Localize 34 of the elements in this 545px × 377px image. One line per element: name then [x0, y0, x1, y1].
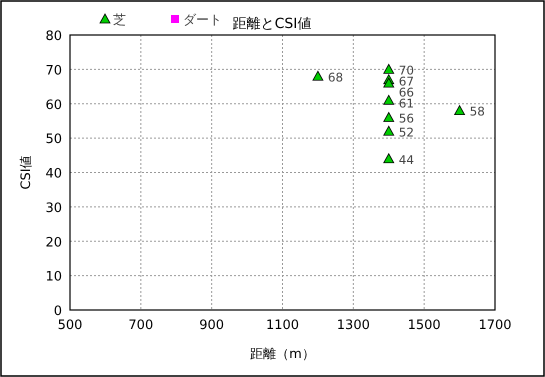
x-tick-label: 1700 — [478, 318, 512, 333]
point — [383, 112, 394, 122]
x-axis-title: 距離（m） — [250, 347, 315, 362]
x-tick-label: 500 — [58, 318, 82, 333]
point — [383, 64, 394, 74]
point — [383, 153, 394, 164]
y-tick-label: 20 — [45, 235, 62, 250]
y-tick-label: 30 — [45, 200, 62, 216]
data-label: 56 — [398, 112, 414, 126]
x-tick-label: 1100 — [266, 318, 300, 333]
y-tick-label: 0 — [54, 304, 62, 319]
data-label: 58 — [470, 104, 485, 119]
x-tick-label: 900 — [199, 318, 224, 333]
point — [383, 78, 394, 88]
legend-label: 芝 — [113, 13, 126, 28]
y-tick-label: 60 — [45, 98, 62, 113]
y-tick-label: 10 — [45, 270, 62, 285]
data-label: 52 — [398, 125, 414, 140]
point — [383, 126, 394, 136]
point — [454, 105, 465, 116]
x-tick-label: 1300 — [336, 318, 370, 333]
y-tick-label: 50 — [45, 132, 62, 148]
x-tick-label: 1500 — [408, 318, 441, 333]
y-axis-title: CSI値 — [19, 155, 34, 190]
y-tick-label: 40 — [45, 166, 62, 182]
legend-label: ダート — [183, 13, 222, 28]
y-tick-label: 70 — [45, 63, 62, 78]
data-label: 68 — [328, 70, 344, 84]
chart-title: 距離とCSI値 — [232, 16, 312, 32]
y-tick-label: 80 — [45, 29, 62, 44]
x-tick-label: 700 — [128, 318, 154, 333]
data-label: 44 — [398, 152, 414, 167]
point — [312, 70, 324, 81]
point — [383, 94, 394, 105]
